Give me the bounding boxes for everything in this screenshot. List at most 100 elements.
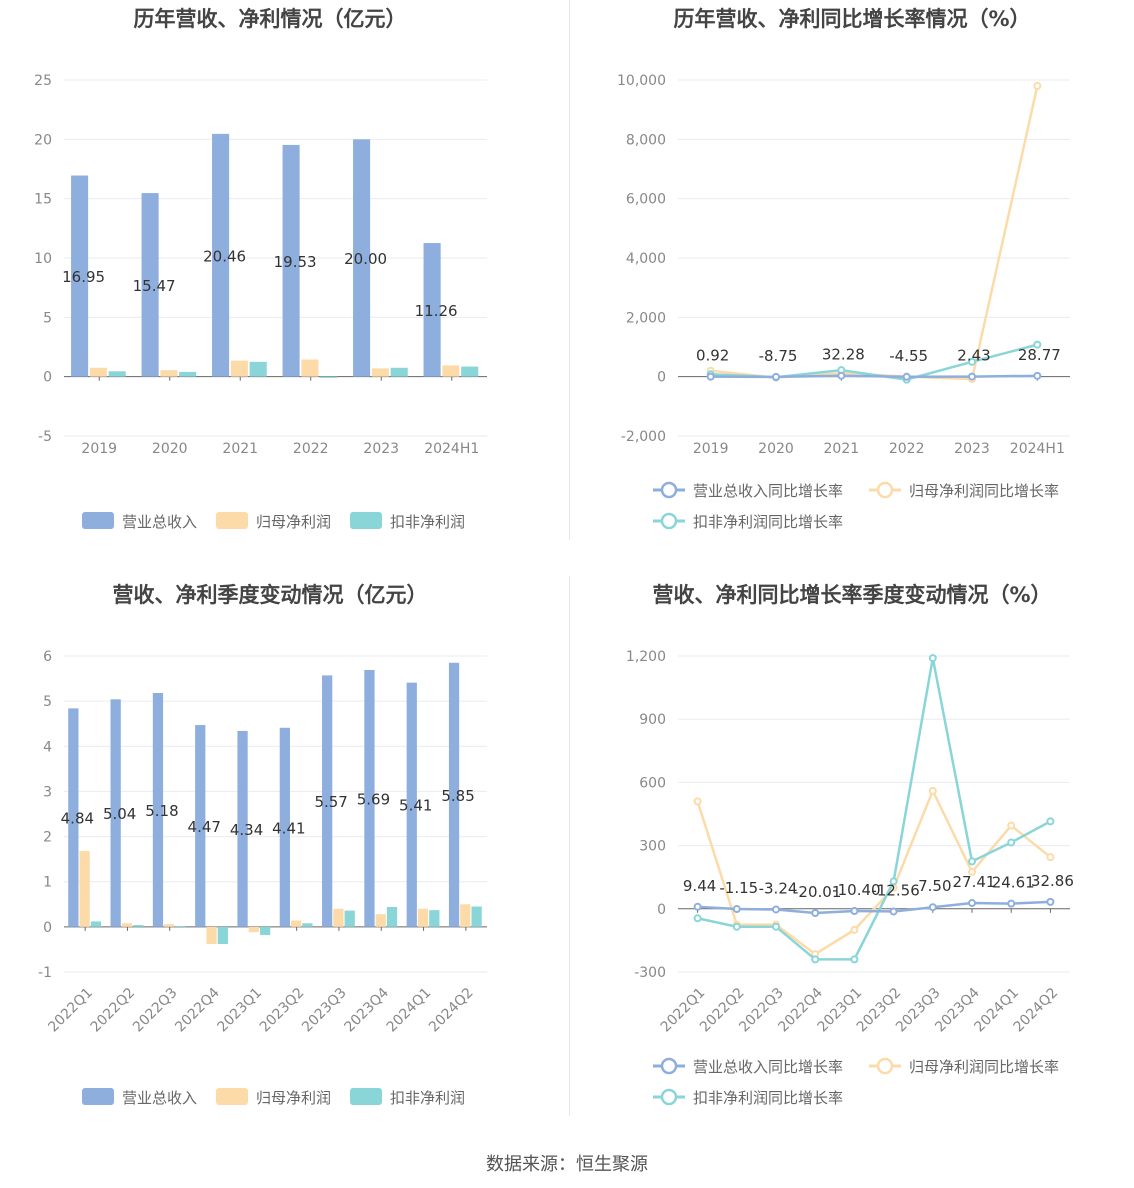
chart-title: 历年营收、净利情况（亿元）: [134, 7, 407, 31]
bar-net-profit: [371, 368, 389, 377]
series-line-revenue: [697, 900, 1051, 915]
bar-deducted-profit: [133, 925, 144, 927]
legend-marker: [660, 1088, 678, 1106]
series-point: [1033, 340, 1042, 349]
x-tick-label: 2020: [758, 441, 794, 457]
data-label: -1.15: [719, 879, 758, 897]
series-point: [850, 955, 859, 964]
data-source-footer: 数据来源：恒生聚源: [486, 1154, 648, 1175]
chart-svg: 营收、净利同比增长率季度变动情况（%）-30003006009001,20020…: [626, 583, 1074, 1107]
bar-net-profit: [291, 920, 302, 927]
legend-swatch: [216, 512, 248, 529]
series-point: [968, 857, 976, 866]
x-tick-label: 2023: [363, 441, 399, 457]
x-tick-label: 2023Q4: [341, 985, 392, 1036]
series-point: [968, 372, 976, 381]
data-label: 5.41: [399, 797, 432, 815]
divider-top: [569, 0, 570, 540]
series-point: [1007, 899, 1016, 908]
bar-revenue: [279, 727, 290, 927]
bar-deducted-profit: [108, 371, 126, 377]
bar-deducted-profit: [471, 906, 482, 927]
data-label: 20.46: [203, 247, 246, 265]
series-point: [968, 899, 976, 908]
legend-marker: [876, 1057, 894, 1075]
bar-net-profit: [230, 360, 248, 377]
x-tick-label: 2023Q2: [257, 985, 308, 1036]
series-point: [693, 914, 702, 923]
bar-deducted-profit: [390, 367, 408, 377]
series-point: [850, 925, 859, 934]
x-tick-label: 2024H1: [1010, 441, 1065, 457]
bar-net-profit: [248, 926, 259, 933]
x-tick-label: 2022Q1: [45, 985, 96, 1036]
data-label: 28.77: [1018, 346, 1061, 364]
legend-label: 扣非净利润同比增长率: [693, 513, 843, 531]
legend-marker: [660, 481, 678, 499]
series-point: [772, 905, 780, 914]
legend-label: 扣非净利润同比增长率: [693, 1089, 843, 1107]
bar-revenue: [423, 243, 441, 377]
chart-title: 营收、净利同比增长率季度变动情况（%）: [652, 583, 1051, 607]
x-tick-label: 2022Q2: [88, 985, 139, 1036]
x-tick-label: 2019: [81, 441, 117, 457]
bar-deducted-profit: [320, 376, 338, 378]
data-label: -8.75: [759, 347, 798, 365]
bar-deducted-profit: [249, 361, 267, 377]
data-label: 4.84: [61, 810, 94, 828]
legend-swatch: [82, 1088, 114, 1105]
data-label: 11.26: [415, 302, 458, 320]
x-tick-label: 2019: [693, 441, 729, 457]
series-point: [889, 877, 898, 886]
y-tick-label: 2,000: [626, 310, 666, 326]
series-line-net-profit: [696, 787, 1052, 956]
data-label: -4.55: [889, 347, 928, 365]
series-line-deducted-profit: [697, 657, 1051, 961]
legend-label: 扣非净利润: [390, 513, 465, 531]
bar-net-profit: [89, 367, 107, 377]
x-tick-label: 2021: [824, 441, 860, 457]
y-tick-label: 20: [34, 132, 52, 148]
series-point: [732, 922, 741, 931]
chart-title: 历年营收、净利同比增长率情况（%）: [673, 7, 1030, 31]
divider-bottom: [569, 576, 570, 1116]
legend-label: 扣非净利润: [390, 1089, 465, 1107]
y-tick-label: 5: [43, 310, 52, 326]
data-label: 32.86: [1031, 872, 1074, 890]
y-tick-label: -1: [38, 965, 52, 981]
y-tick-label: 0: [43, 370, 52, 386]
bar-deducted-profit: [429, 910, 440, 927]
chart-annual-revenue-profit: 历年营收、净利情况（亿元） -5 0 5 10 15 20 25 2019 2020 2021 202…: [0, 0, 567, 576]
y-tick-label: 6: [43, 649, 52, 665]
legend-label: 归母净利润: [256, 513, 331, 531]
series-point: [928, 903, 937, 912]
series-point: [902, 372, 911, 381]
series-point: [850, 906, 859, 915]
bar-deducted-profit: [217, 926, 228, 945]
bar-net-profit: [460, 904, 471, 927]
bar-net-profit: [121, 923, 133, 927]
bar-deducted-profit: [386, 906, 398, 927]
y-tick-label: 0: [657, 370, 666, 386]
x-tick-label: 2024Q2: [426, 985, 477, 1036]
y-tick-label: -300: [634, 965, 666, 981]
y-tick-label: 4: [43, 739, 52, 755]
data-label: -10.40: [832, 881, 880, 899]
legend-label: 营业总收入: [122, 513, 197, 531]
y-tick-label: -2,000: [621, 429, 666, 445]
bar-deducted-profit: [461, 366, 479, 377]
data-label: 15.47: [133, 277, 176, 295]
data-label: -20.01: [793, 883, 841, 901]
bar-deducted-profit: [344, 910, 355, 927]
bar-revenue: [152, 693, 164, 927]
y-tick-label: 8,000: [626, 132, 666, 148]
bar-revenue: [195, 725, 206, 927]
y-tick-label: 5: [43, 694, 52, 710]
legend-swatch: [82, 512, 114, 529]
y-tick-label: 1,200: [626, 649, 666, 665]
series-point: [772, 922, 780, 931]
bar-net-profit: [301, 359, 319, 377]
series-point: [693, 797, 702, 806]
x-tick-label: 2023Q1: [215, 985, 266, 1036]
legend-label: 营业总收入: [122, 1089, 197, 1107]
